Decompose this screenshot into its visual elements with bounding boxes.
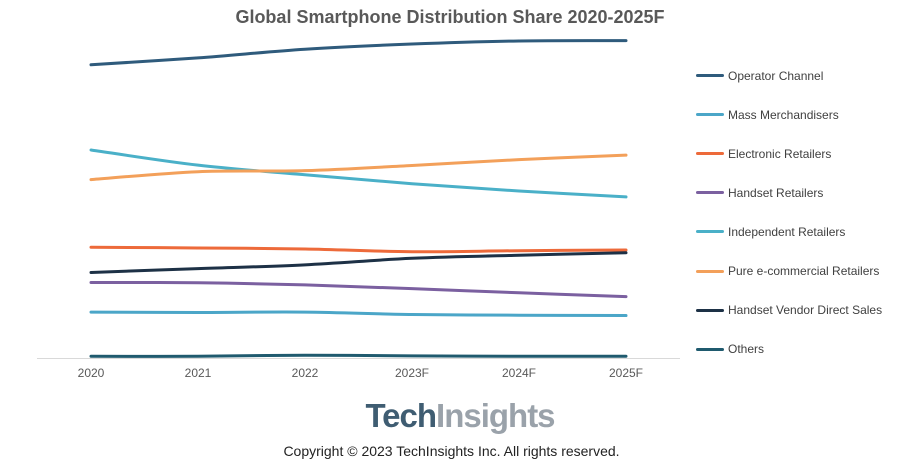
series-line-others	[89, 353, 628, 358]
series-line-electronic-retailers	[89, 245, 628, 254]
legend-item[interactable]: Handset Vendor Direct Sales	[696, 291, 901, 330]
techinsights-logo: TechInsights	[0, 396, 905, 436]
legend-item[interactable]: Independent Retailers	[696, 212, 901, 251]
series-line-pure-e-commercial-retailers	[89, 153, 628, 182]
legend-item[interactable]: Mass Merchandisers	[696, 95, 901, 134]
series-line-mass-merchandisers	[89, 310, 628, 318]
copyright-notice: Copyright © 2023 TechInsights Inc. All r…	[283, 443, 620, 459]
x-axis-ticks: 2020 2021 2022 2023F 2024F 2025F	[78, 366, 643, 380]
legend-label: Handset Retailers	[728, 185, 824, 200]
chart-title: Global Smartphone Distribution Share 202…	[235, 7, 665, 27]
legend-item[interactable]: Pure e-commercial Retailers	[696, 251, 901, 290]
legend-label: Others	[728, 342, 765, 357]
legend-label: Operator Channel	[728, 68, 824, 83]
legend-swatch	[696, 308, 724, 312]
x-tick-label: 2022	[292, 366, 319, 380]
x-tick-label: 2021	[185, 366, 212, 380]
legend-item[interactable]: Operator Channel	[696, 56, 901, 95]
x-tick-label: 2020	[78, 366, 105, 380]
x-tick-label: 2025F	[609, 366, 643, 380]
legend-item[interactable]: Electronic Retailers	[696, 134, 901, 173]
series-line-operator-channel	[89, 39, 628, 67]
logo-insights-text: Insights	[436, 397, 556, 434]
x-tick-label: 2023F	[395, 366, 429, 380]
chart-legend: Operator Channel Mass Merchandisers Electr…	[696, 56, 901, 369]
series-layer	[89, 39, 628, 358]
legend-swatch	[696, 152, 724, 156]
series-line-independent-retailers	[89, 148, 628, 199]
legend-swatch	[696, 74, 724, 78]
legend-label: Pure e-commercial Retailers	[728, 264, 880, 279]
series-line-handset-retailers	[89, 280, 628, 299]
legend-item[interactable]: Handset Retailers	[696, 173, 901, 212]
legend-swatch	[696, 269, 724, 273]
legend-swatch	[696, 230, 724, 234]
legend-label: Handset Vendor Direct Sales	[728, 303, 883, 318]
legend-label: Independent Retailers	[728, 224, 846, 239]
legend-item[interactable]: Others	[696, 330, 901, 369]
logo-tech-text: Tech	[365, 397, 437, 434]
legend-swatch	[696, 191, 724, 195]
legend-label: Electronic Retailers	[728, 146, 832, 161]
series-line-handset-vendor-direct-sales	[89, 251, 628, 274]
legend-swatch	[696, 113, 724, 117]
legend-swatch	[696, 347, 724, 351]
x-tick-label: 2024F	[502, 366, 536, 380]
legend-label: Mass Merchandisers	[728, 107, 839, 122]
